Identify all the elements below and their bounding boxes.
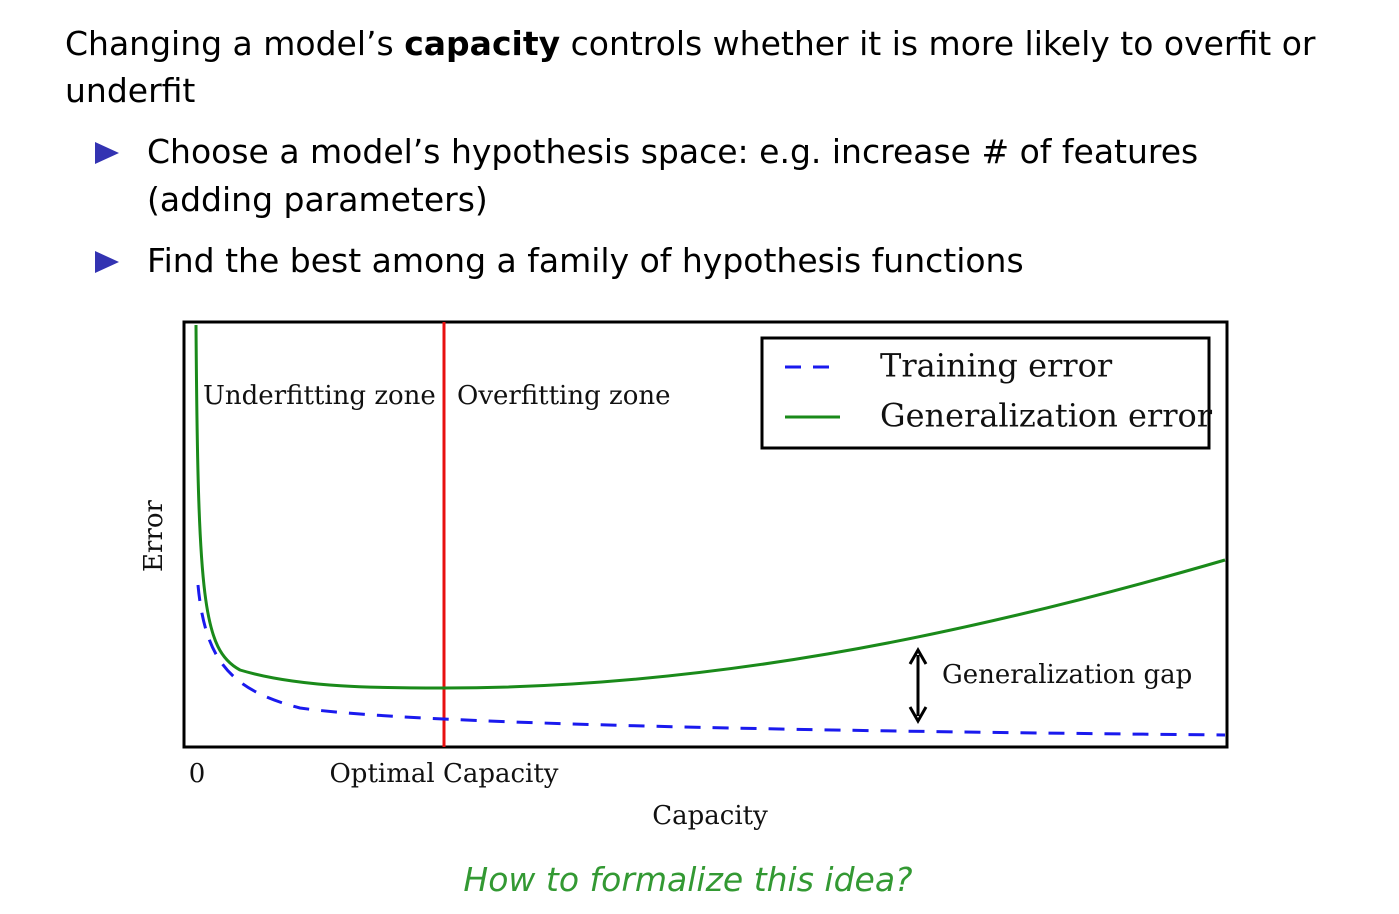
plot-frame	[182, 320, 1229, 749]
bullet-marker	[95, 142, 119, 164]
training-curve	[196, 584, 1226, 737]
legend-label: Training error	[880, 347, 1113, 385]
y-axis-label: Error	[139, 499, 169, 571]
legend-label: Generalization error	[880, 397, 1213, 435]
zone-label: Overfitting zone	[457, 381, 671, 411]
x-tick-label: 0	[189, 759, 206, 789]
zone-label: Underfitting zone	[203, 381, 436, 411]
footer-question: How to formalize this idea?	[463, 860, 913, 899]
x-axis-label: Capacity	[652, 801, 768, 831]
gap-arrow-heads	[908, 646, 928, 725]
title-part: controls whether it is more likely to ov…	[65, 24, 1316, 110]
gap-label: Generalization gap	[942, 660, 1192, 690]
bullet-marker	[95, 251, 119, 273]
title-bold: capacity	[404, 24, 561, 63]
legend-box	[760, 336, 1211, 450]
bullet-text: Find the best among a family of hypothes…	[147, 241, 1024, 280]
bullet-text: Choose a model’s hypothesis space: e.g. …	[147, 132, 1199, 219]
generalization-curve	[194, 324, 1226, 690]
x-tick-label: Optimal Capacity	[329, 759, 558, 789]
title-part: Changing a model’s	[65, 24, 394, 63]
slide-title: Changing a model’s capacity controls whe…	[65, 20, 1325, 114]
